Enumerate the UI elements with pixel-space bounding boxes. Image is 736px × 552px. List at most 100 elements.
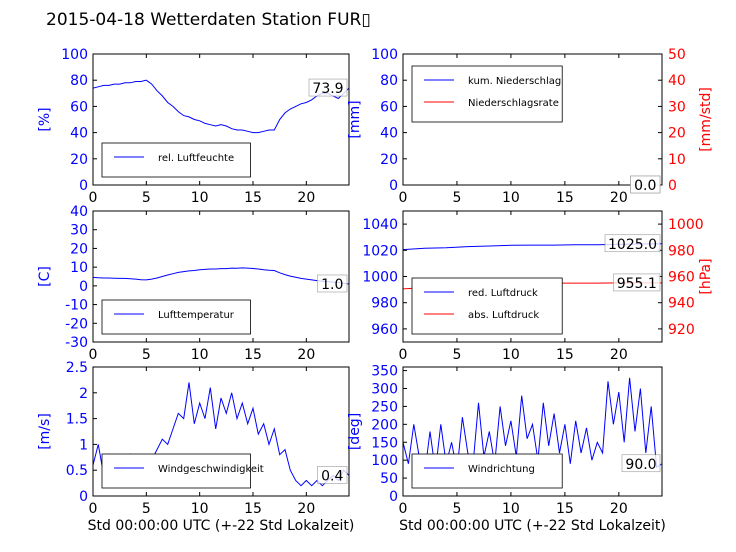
x-tick-label: 5 [452,347,461,363]
last-value-label-right: 0.0 [634,178,656,194]
y-tick-label: 1.5 [66,412,88,428]
legend-entry-label: kum. Niederschlag [468,76,561,87]
x-tick-label: 0 [89,501,98,517]
y-tick-label: 60 [70,99,88,115]
y-axis-label-right: [mm/std] [698,87,714,152]
legend-box [101,453,251,489]
legend-entry-label: abs. Luftdruck [468,310,539,321]
y-tick-label: 40 [70,126,88,142]
x-tick-label: 10 [191,501,209,517]
legend-box [411,277,563,335]
y-tick-label: -10 [65,298,88,314]
x-tick-label: 0 [399,347,408,363]
x-axis-label: Std 00:00:00 UTC (+-22 Std Lokalzeit) [88,518,355,534]
y-tick-label: 40 [70,204,88,220]
x-tick-label: 15 [244,347,262,363]
last-value-label-right: 955.1 [617,276,657,292]
last-value-label: 90.0 [625,457,656,473]
last-value-label-right-box [630,175,661,194]
x-axis-label: Std 00:00:00 UTC (+-22 Std Lokalzeit) [399,518,666,534]
y-tick-label: 0.5 [66,463,88,479]
last-value-label: 1.0 [321,277,343,293]
x-tick-label: 15 [556,190,574,206]
chart-panel-temperature: 0 5 10 15 20 -30 -20 -10 0 10 20 30 40 [C] Lufttempera… [37,204,350,363]
legend-entry-label: Windgeschwindigkeit [158,464,264,475]
x-tick-label: 5 [452,501,461,517]
legend-box [101,142,251,178]
y-right-tick-label: 0 [668,178,677,194]
y-right-tick-label: 980 [668,243,695,259]
x-tick-label: 20 [610,501,628,517]
y-tick-label: 0 [389,178,398,194]
y-tick-label: 0 [389,489,398,505]
y-tick-label: 1040 [362,217,398,233]
y-tick-label: 80 [70,73,88,89]
legend-entry-label: red. Luftdruck [468,288,538,299]
y-tick-label: 100 [371,47,398,63]
x-tick-label: 15 [244,501,262,517]
y-axis-label: [deg] [347,413,363,450]
x-tick-label: 0 [399,190,408,206]
plot-frame [92,210,350,343]
y-tick-label: 20 [380,152,398,168]
plot-frame [402,53,663,186]
y-tick-label: 1 [79,437,88,453]
x-tick-label: 10 [502,347,520,363]
chart-panel-wind_speed: 0 5 10 15 20 0 0.5 1 1.5 2 2.5 [m/s] Windgeschwindig… [37,360,350,517]
y-tick-label: 2 [79,386,88,402]
chart-panel-precipitation: 0 5 10 15 20 0 20 40 60 80 100 0 10 20 30 40 50 [mm] [mm/s… [347,47,714,206]
y-tick-label: 50 [380,471,398,487]
y-tick-label: 20 [70,152,88,168]
last-value-label-box [604,234,661,253]
x-tick-label: 10 [502,501,520,517]
y-tick-label: 200 [371,417,398,433]
last-value-label: 1025.0 [608,237,657,253]
y-right-tick-label: 50 [668,47,686,63]
x-tick-label: 10 [502,190,520,206]
y-right-tick-label: 30 [668,99,686,115]
x-tick-label: 5 [142,347,151,363]
y-right-tick-label: 1000 [668,217,704,233]
y-tick-label: 150 [371,435,398,451]
x-tick-label: 0 [89,190,98,206]
y-tick-label: 1020 [362,243,398,259]
x-tick-label: 10 [191,347,209,363]
last-value-label-box [308,78,348,97]
y-tick-label: 0 [79,178,88,194]
chart-panel-wind_direction: 0 5 10 15 20050100150200250300350[deg]Windri… [347,364,663,517]
plot-frame [92,366,350,497]
y-tick-label: 10 [70,260,88,276]
y-tick-label: 60 [380,99,398,115]
legend-box [411,453,563,489]
x-tick-label: 15 [556,501,574,517]
chart-panel-pressure: 0 5 10 15 20 960 980 1000 1020 1040 920 940 960 980 10… [362,210,714,363]
y-tick-label: -20 [65,316,88,332]
plot-frame [92,53,350,186]
x-tick-label: 0 [399,501,408,517]
x-tick-label: 20 [297,190,315,206]
y-tick-label: 960 [371,322,398,338]
last-value-label-box [317,274,348,293]
y-tick-label: 100 [61,47,88,63]
x-tick-label: 10 [191,190,209,206]
y-right-tick-label: 960 [668,270,695,286]
x-tick-label: 15 [556,347,574,363]
y-tick-label: 0 [79,489,88,505]
y-tick-label: 300 [371,382,398,398]
x-tick-label: 20 [610,190,628,206]
x-tick-label: 15 [244,190,262,206]
plot-frame [402,366,663,497]
chart-panel-humidity: 0 5 10 15 20 0 20 40 60 80 100 [%] rel. Luftfeuchte 7… [37,47,350,206]
x-tick-label: 5 [142,190,151,206]
x-tick-label: 0 [89,347,98,363]
y-tick-label: 100 [371,453,398,469]
x-tick-label: 5 [142,501,151,517]
x-tick-label: 20 [610,347,628,363]
y-tick-label: 2.5 [66,360,88,376]
y-tick-label: 20 [70,241,88,257]
x-tick-label: 20 [297,501,315,517]
y-tick-label: 40 [380,126,398,142]
y-axis-label: [%] [37,107,53,131]
legend-entry-label: Lufttemperatur [158,310,235,321]
